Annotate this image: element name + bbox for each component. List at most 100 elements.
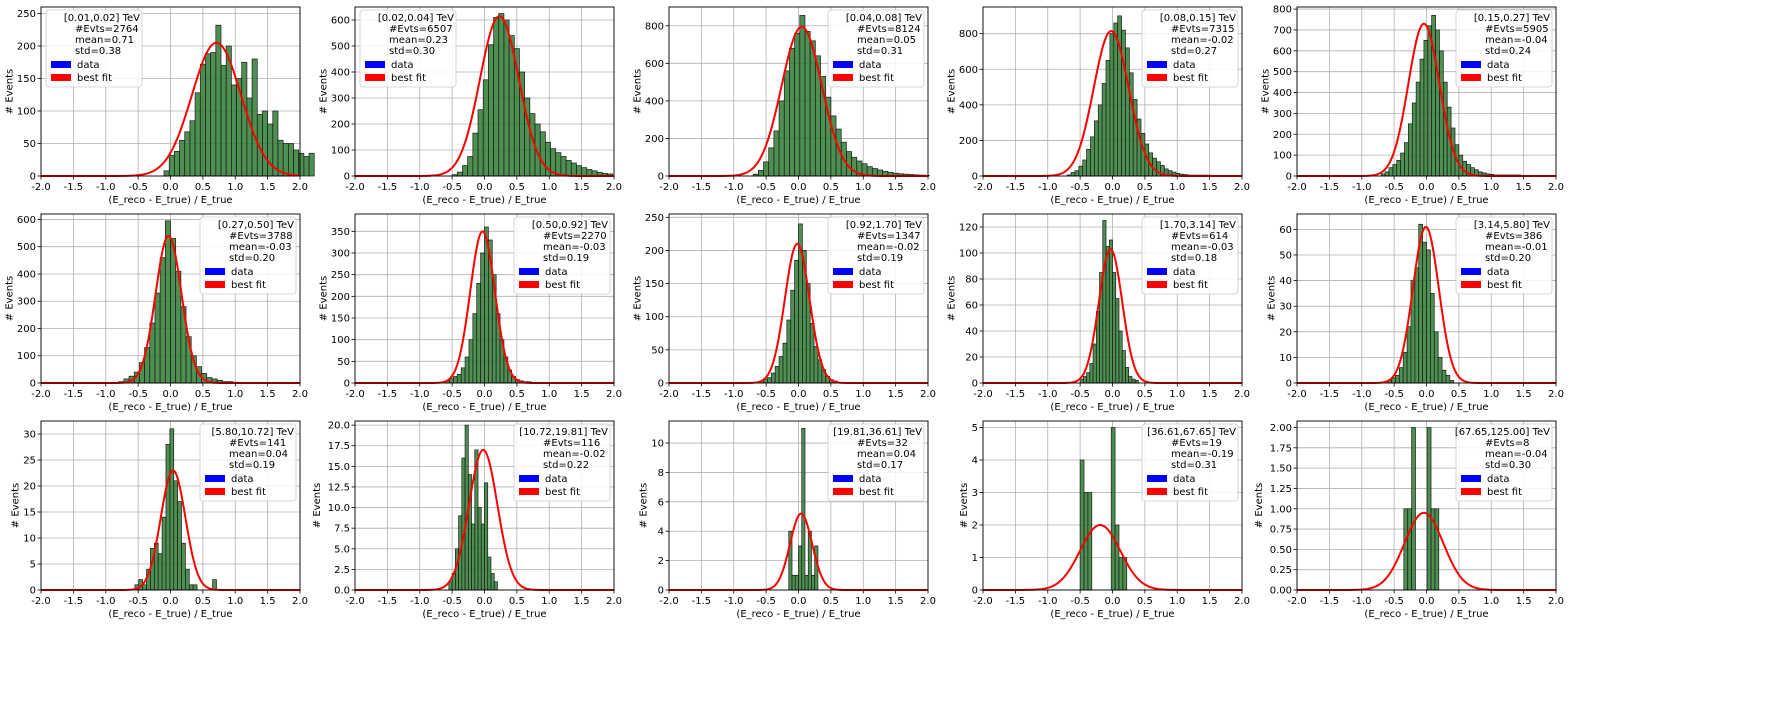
x-tick-label: -1.0 (96, 389, 116, 400)
legend-data-label: data (1173, 60, 1196, 71)
histogram-bar (794, 260, 799, 384)
x-tick-label: 1.0 (1483, 389, 1499, 400)
x-tick-label: 1.0 (541, 596, 557, 607)
x-tick-label: 1.5 (1516, 596, 1532, 607)
x-tick-label: -1.0 (1038, 596, 1058, 607)
histogram-bar (1430, 293, 1435, 384)
y-tick-label: 150 (331, 314, 350, 325)
histogram-bar (484, 226, 489, 384)
legend-data-label: data (1487, 474, 1510, 485)
subplot-6: -2.0 -1.5 -1.0 -0.5 0.0 0.5 1.0 1.5 2.0 0 100 200 30… (4, 213, 308, 413)
y-axis-label: # Events (318, 276, 329, 321)
x-tick-label: -1.0 (1352, 182, 1372, 193)
legend-energy-range: [1.70,3.14] TeV (1160, 220, 1236, 231)
y-tick-label: 350 (331, 227, 350, 238)
legend-mean: mean=-0.03 (1171, 242, 1234, 253)
histogram-bar (487, 556, 492, 591)
y-tick-label: 700 (1273, 25, 1292, 36)
legend-event-count: #Evts=2764 (75, 24, 139, 35)
histogram-bar (809, 40, 816, 177)
x-axis-label: (E_reco - E_true) / E_true (108, 402, 232, 413)
histogram-bar (1437, 357, 1443, 384)
x-tick-label: 2.0 (1548, 389, 1564, 400)
x-tick-label: -1.0 (724, 389, 744, 400)
legend-event-count: #Evts=32 (857, 438, 908, 449)
histogram-bar (1427, 25, 1433, 177)
x-tick-label: 0.5 (823, 596, 839, 607)
histogram-bar (467, 156, 474, 177)
legend-data-label: data (859, 474, 882, 485)
x-tick-label: 1.5 (1202, 182, 1218, 193)
x-axis-label: (E_reco - E_true) / E_true (736, 609, 860, 620)
x-tick-label: -0.5 (1070, 596, 1090, 607)
histogram-bar (164, 220, 171, 384)
legend-data-swatch (1461, 61, 1481, 68)
y-tick-label: 15 (23, 508, 36, 519)
y-tick-label: 50 (23, 139, 36, 150)
legend-fit-swatch (1147, 74, 1167, 81)
x-tick-label: 1.5 (1202, 596, 1218, 607)
histogram-bar (174, 150, 180, 177)
x-tick-label: -0.5 (756, 182, 776, 193)
histogram-bar (1118, 557, 1124, 591)
y-tick-label: 2 (972, 521, 978, 532)
histogram-bar (210, 52, 217, 177)
legend-mean: mean=-0.02 (857, 242, 920, 253)
y-tick-label: 5 (972, 423, 978, 434)
y-tick-label: 0.25 (1270, 565, 1292, 576)
histogram-bar (1109, 33, 1115, 177)
x-tick-label: 1.5 (574, 182, 590, 193)
histogram-bar (192, 584, 198, 591)
legend-data-swatch (205, 268, 225, 275)
y-tick-label: 300 (331, 94, 350, 105)
x-axis-label: (E_reco - E_true) / E_true (1050, 402, 1174, 413)
legend-std: std=0.27 (1171, 46, 1217, 57)
legend-fit-swatch (519, 488, 539, 495)
y-tick-label: 250 (331, 270, 350, 281)
legend-fit-label: best fit (859, 487, 894, 498)
x-axis-label: (E_reco - E_true) / E_true (736, 195, 860, 206)
legend-data-swatch (519, 475, 539, 482)
histogram-bar (1121, 29, 1126, 177)
y-tick-label: 2.5 (334, 565, 350, 576)
histogram-bar (498, 13, 505, 177)
legend-fit-swatch (1147, 488, 1167, 495)
x-tick-label: -1.0 (96, 182, 116, 193)
x-tick-label: -1.5 (64, 389, 84, 400)
legend: [0.01,0.02] TeV#Evts=2764mean=0.71std=0.… (45, 9, 143, 88)
x-tick-label: -1.5 (1320, 596, 1340, 607)
histogram-bar (188, 584, 194, 591)
legend-fit-label: best fit (1487, 280, 1522, 291)
histogram-bar (1112, 272, 1117, 384)
y-tick-label: 0 (30, 379, 36, 390)
histogram-bar (1087, 492, 1093, 591)
legend-mean: mean=0.71 (75, 35, 134, 46)
histogram-bar (199, 63, 206, 177)
histogram-bar (1082, 159, 1087, 177)
histogram-bar (1121, 350, 1126, 384)
legend-mean: mean=-0.03 (543, 242, 606, 253)
histogram-bar (267, 123, 274, 177)
x-tick-label: 0.0 (791, 596, 807, 607)
legend-data-swatch (365, 61, 385, 68)
x-axis-label: (E_reco - E_true) / E_true (108, 195, 232, 206)
y-tick-label: 200 (645, 246, 664, 257)
x-tick-label: -2.0 (973, 389, 993, 400)
y-tick-label: 500 (331, 42, 350, 53)
histogram-bar (303, 156, 310, 177)
legend-std: std=0.31 (1171, 460, 1217, 471)
legend-mean: mean=-0.02 (543, 449, 606, 460)
x-tick-label: -1.5 (64, 596, 84, 607)
x-tick-label: 0.0 (1105, 596, 1121, 607)
histogram-bar (241, 61, 248, 177)
histogram-bar (1114, 524, 1120, 591)
histogram-bar (287, 143, 294, 177)
legend-event-count: #Evts=141 (229, 438, 286, 449)
histogram-bar (177, 501, 182, 591)
x-tick-label: 0.5 (195, 596, 211, 607)
legend-fit-swatch (205, 488, 225, 495)
x-tick-label: -0.5 (1384, 596, 1404, 607)
histogram-bar (1434, 508, 1440, 591)
legend-data-label: data (859, 60, 882, 71)
y-axis-label: # Events (946, 69, 957, 114)
